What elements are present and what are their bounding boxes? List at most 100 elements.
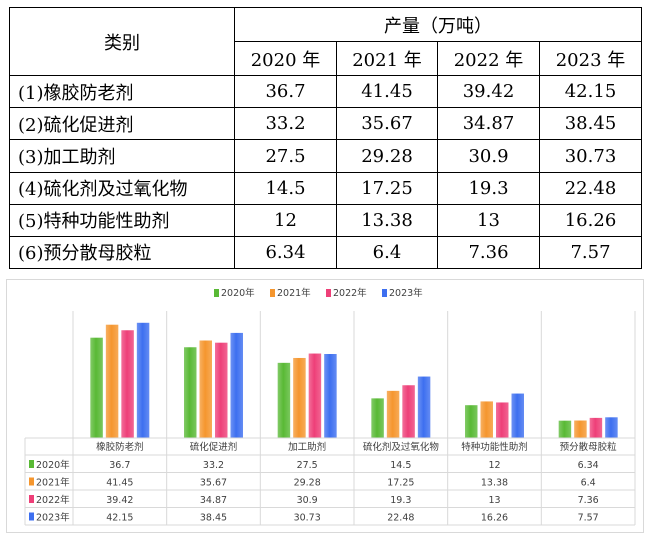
- bar: [121, 330, 134, 438]
- bar: [308, 353, 322, 438]
- data-label: 6.4: [581, 478, 596, 489]
- data-label: 13: [488, 495, 500, 506]
- table-cell: 27.5: [234, 139, 337, 173]
- data-label: 33.2: [203, 460, 224, 471]
- table-cell: 17.25: [336, 171, 438, 205]
- bar: [589, 417, 603, 438]
- bar: [574, 420, 587, 438]
- data-label: 13.38: [481, 478, 508, 489]
- table-cell: 34.87: [437, 107, 540, 141]
- data-label: 42.15: [106, 513, 133, 524]
- table-cell: 14.5: [234, 171, 337, 205]
- production-table: 类别 产量（万吨） 2020 年 2021 年 2022 年 2023 年 (1…: [9, 6, 642, 270]
- legend-key: [29, 495, 34, 503]
- bar: [230, 332, 243, 438]
- table-cell: 36.7: [234, 75, 337, 109]
- table-cell: 42.15: [539, 75, 642, 109]
- table-cell: 35.67: [336, 107, 438, 141]
- table-cell: 29.28: [336, 139, 438, 173]
- data-label: 16.26: [481, 513, 508, 524]
- category-header: 类别: [9, 6, 235, 77]
- bar: [386, 390, 400, 438]
- bar: [199, 340, 212, 438]
- data-label: 35.67: [200, 478, 227, 489]
- legend-label: 2020年: [221, 287, 255, 299]
- row-label: (1)橡胶防老剂: [9, 75, 235, 109]
- data-label: 14.5: [390, 460, 411, 471]
- table-row: (4)硫化剂及过氧化物 14.5 17.25 19.3 22.48: [9, 171, 642, 205]
- data-label: 36.7: [109, 460, 130, 471]
- data-label: 12: [488, 460, 500, 471]
- table-cell: 16.26: [539, 203, 642, 237]
- data-label: 7.36: [578, 495, 599, 506]
- legend-label: 2023年: [389, 287, 423, 299]
- data-label: 30.73: [294, 513, 321, 524]
- table-cell: 7.57: [539, 235, 642, 270]
- row-label: (6)预分散母胶粒: [9, 235, 235, 270]
- bar: [215, 342, 228, 438]
- category-label: 硫化促进剂: [190, 441, 238, 453]
- data-label: 7.57: [578, 513, 599, 524]
- bar: [136, 322, 150, 438]
- legend-swatch: [270, 289, 275, 297]
- category-label: 预分散母胶粒: [560, 441, 618, 453]
- row-label: (5)特种功能性助剂: [9, 203, 235, 237]
- legend-swatch: [382, 289, 387, 297]
- data-label: 38.45: [200, 513, 227, 524]
- bar: [371, 398, 384, 438]
- category-label: 硫化剂及过氧化物: [363, 441, 440, 453]
- bar: [558, 420, 572, 438]
- row-label: (4)硫化剂及过氧化物: [9, 171, 235, 205]
- data-label: 22.48: [387, 513, 414, 524]
- bar: [496, 402, 509, 438]
- table-cell: 6.34: [234, 235, 337, 270]
- series-label: 2020年: [36, 459, 70, 471]
- category-label: 橡胶防老剂: [96, 441, 144, 453]
- data-label: 39.42: [106, 495, 133, 506]
- row-label: (3)加工助剂: [9, 139, 235, 173]
- data-label: 17.25: [387, 478, 414, 489]
- bar-chart-panel: 2020年 2021年 2022年 2023年 橡胶防老剂 硫化促进剂 加工助剂 硫化剂及过氧…: [6, 279, 644, 533]
- data-label: 27.5: [297, 460, 318, 471]
- bar: [417, 376, 431, 438]
- year-header: 2020 年: [234, 41, 337, 77]
- bar: [605, 417, 618, 438]
- year-header: 2023 年: [539, 41, 642, 77]
- data-label: 41.45: [106, 478, 133, 489]
- table-cell: 13.38: [336, 203, 438, 237]
- bar: [465, 405, 478, 438]
- legend-key: [29, 477, 34, 486]
- category-label: 特种功能性助剂: [461, 441, 528, 453]
- year-header: 2022 年: [437, 41, 540, 77]
- table-cell: 39.42: [437, 75, 540, 109]
- data-label: 30.9: [297, 495, 318, 506]
- table-row: (6)预分散母胶粒 6.34 6.4 7.36 7.57: [9, 235, 642, 270]
- category-label: 加工助剂: [288, 441, 326, 453]
- table-cell: 19.3: [437, 171, 540, 205]
- bar: [293, 357, 306, 438]
- table-cell: 6.4: [336, 235, 438, 270]
- table-row: (5)特种功能性助剂 12 13.38 13 16.26: [9, 203, 642, 237]
- data-label: 6.34: [578, 460, 599, 471]
- table-cell: 33.2: [234, 107, 337, 141]
- table-cell: 22.48: [539, 171, 642, 205]
- production-group-header: 产量（万吨）: [234, 6, 642, 43]
- legend-key: [29, 460, 34, 468]
- legend-swatch: [326, 289, 331, 297]
- table-row: (1)橡胶防老剂 36.7 41.45 39.42 42.15: [9, 75, 642, 109]
- bar: [324, 354, 337, 438]
- table-cell: 13: [437, 203, 540, 237]
- bar: [184, 347, 197, 438]
- data-label: 19.3: [390, 495, 411, 506]
- bar: [277, 362, 291, 438]
- table-cell: 30.73: [539, 139, 642, 173]
- bar: [511, 393, 524, 438]
- row-label: (2)硫化促进剂: [9, 107, 235, 141]
- bar: [402, 385, 415, 438]
- table-cell: 12: [234, 203, 337, 237]
- table-cell: 38.45: [539, 107, 642, 141]
- table-cell: 7.36: [437, 235, 540, 270]
- legend-swatch: [214, 289, 219, 297]
- series-label: 2023年: [36, 512, 70, 524]
